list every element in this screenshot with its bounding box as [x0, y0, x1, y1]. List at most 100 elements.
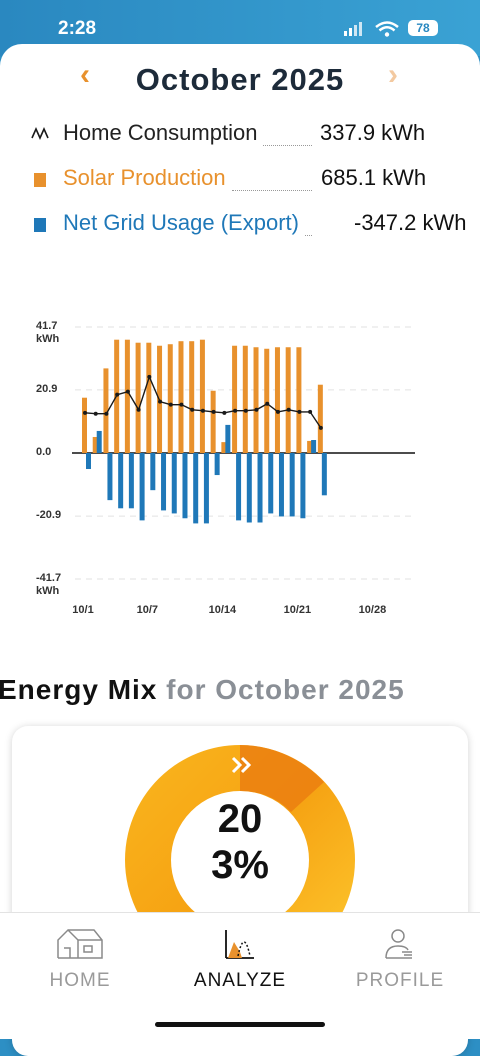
month-title: October 2025 — [135, 62, 345, 90]
legend-total: 337.9 kWh — [320, 120, 426, 145]
bar — [278, 453, 284, 517]
bar — [182, 453, 188, 519]
profile-icon[interactable] — [382, 926, 418, 962]
bar — [246, 453, 252, 523]
bar — [296, 347, 302, 453]
tab-home[interactable]: HOME — [49, 970, 111, 991]
tab-bar — [0, 912, 480, 1039]
bar — [242, 345, 248, 453]
line-point — [233, 408, 238, 413]
bar — [307, 440, 313, 453]
line-point — [83, 410, 87, 415]
bar — [274, 347, 280, 453]
line-point — [265, 401, 270, 406]
x-tick-label: 10/7 — [136, 604, 159, 616]
x-tick-label: 10/28 — [358, 604, 387, 616]
legend-name: Net Grid Usage (Export) — [63, 210, 299, 235]
bar — [321, 453, 327, 496]
bar — [189, 341, 195, 453]
bar — [167, 344, 173, 453]
line-glyph — [31, 127, 49, 140]
signal-wifi-icons — [344, 21, 399, 37]
line-point — [286, 407, 291, 412]
bar — [214, 453, 220, 476]
bar — [171, 453, 177, 514]
bar — [289, 453, 295, 517]
bar — [107, 453, 113, 501]
legend-total: -347.2 kWh — [354, 210, 467, 235]
chevron-icon — [231, 756, 252, 774]
bar — [150, 453, 156, 491]
bar — [264, 348, 270, 453]
bar — [193, 453, 199, 524]
tab-analyze[interactable]: ANALYZE — [193, 970, 287, 991]
legend-total: 685.1 kWh — [321, 165, 427, 190]
bar — [253, 347, 259, 453]
bar — [236, 453, 242, 521]
bar — [225, 424, 231, 453]
legend-name: Solar Production — [63, 165, 226, 190]
x-tick-label: 10/1 — [72, 604, 94, 616]
bar — [257, 453, 263, 523]
x-tick-label: 10/21 — [283, 604, 312, 616]
leader — [231, 190, 312, 191]
line-point — [136, 407, 141, 412]
line-point — [125, 389, 130, 394]
bar — [82, 397, 87, 453]
next-month[interactable]: › — [388, 58, 398, 91]
mix-percentage: 203% — [211, 797, 269, 887]
leader — [263, 145, 312, 146]
bar — [128, 453, 134, 509]
line-point — [158, 399, 163, 404]
legend-name: Home Consumption — [63, 120, 258, 145]
bar — [311, 440, 317, 453]
line-point — [104, 411, 109, 416]
line-point — [222, 410, 227, 415]
line-point — [211, 409, 216, 414]
bar — [161, 453, 167, 511]
line-point — [308, 409, 313, 414]
y-tick-label: 41.7 kWh — [36, 320, 60, 345]
home-icon[interactable] — [54, 926, 106, 962]
bar — [103, 368, 109, 453]
donut-segment — [240, 745, 324, 812]
legend-marker — [34, 173, 46, 187]
bar — [86, 453, 91, 470]
bar — [268, 453, 274, 514]
section-title-main: Energy Mix — [0, 674, 158, 705]
tab-profile[interactable]: PROFILE — [355, 970, 445, 991]
prev-month[interactable]: ‹ — [80, 58, 90, 91]
leader — [304, 235, 312, 236]
bar — [317, 384, 323, 453]
y-tick-label: 0.0 — [36, 446, 52, 458]
bar — [96, 430, 102, 453]
bar — [300, 453, 306, 519]
bar — [221, 442, 227, 453]
line-point — [179, 402, 184, 407]
bar — [118, 453, 124, 509]
line-point — [168, 402, 173, 407]
line-point — [93, 411, 98, 416]
bar — [203, 453, 209, 524]
line-point — [147, 374, 152, 379]
analyze-icon[interactable] — [222, 926, 258, 962]
line-point — [297, 409, 302, 414]
bar — [135, 342, 141, 453]
line-point — [318, 425, 323, 430]
section-title: Energy Mix for October 2025 — [0, 674, 405, 706]
y-tick-label: -41.7 kWh — [36, 572, 62, 597]
chart — [72, 326, 415, 580]
bar — [285, 347, 291, 453]
bar — [232, 345, 238, 453]
legend-marker — [30, 126, 50, 140]
y-tick-label: 20.9 — [36, 382, 58, 395]
x-tick-label: 10/14 — [208, 604, 237, 616]
bar — [146, 342, 152, 453]
line-point — [190, 407, 195, 412]
home-indicator — [155, 1022, 325, 1027]
battery: 78 — [408, 20, 438, 36]
bar — [210, 390, 216, 453]
bar — [124, 339, 130, 453]
legend-marker — [34, 218, 46, 232]
